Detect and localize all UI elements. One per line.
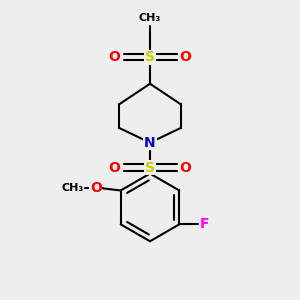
Text: O: O bbox=[179, 161, 191, 175]
Text: O: O bbox=[109, 50, 121, 64]
Text: S: S bbox=[145, 50, 155, 64]
Text: CH₃: CH₃ bbox=[139, 14, 161, 23]
Text: O: O bbox=[90, 182, 102, 195]
Text: O: O bbox=[109, 161, 121, 175]
Text: CH₃: CH₃ bbox=[62, 183, 84, 194]
Text: F: F bbox=[200, 217, 209, 231]
Text: S: S bbox=[145, 161, 155, 175]
Text: O: O bbox=[179, 50, 191, 64]
Text: N: N bbox=[144, 136, 156, 150]
